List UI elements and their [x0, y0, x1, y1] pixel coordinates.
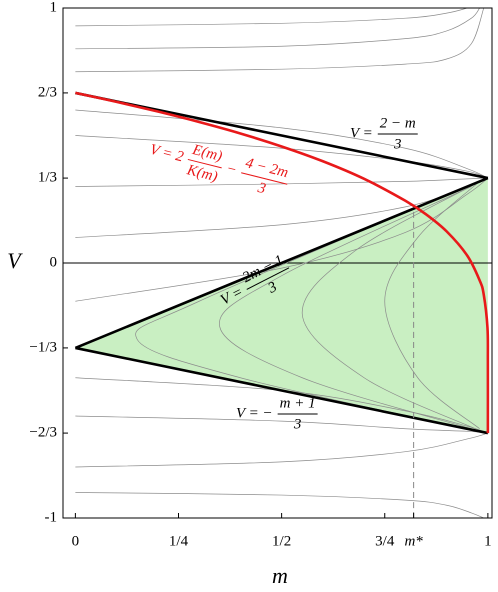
x-axis-label: m: [272, 563, 288, 588]
family-curve: [384, 181, 480, 430]
family-curve: [301, 183, 476, 430]
family-curve: [75, 415, 488, 434]
y-tick-label: −2/3: [29, 425, 57, 441]
family-curve: [75, 377, 488, 434]
family-curve: [75, 177, 488, 187]
x-tick-label: 0: [72, 533, 80, 549]
y-tick-label: 0: [50, 254, 58, 270]
family-curve: [75, 432, 488, 468]
family-curve: [75, 8, 480, 50]
family-curve: [75, 492, 484, 518]
curve: [74, 176, 489, 350]
family-curve: [135, 186, 468, 430]
fraction-bar: [187, 158, 222, 169]
family-curve: [219, 186, 472, 430]
family-curve: [75, 109, 489, 179]
annotation: V = − m + 1 3: [236, 395, 318, 432]
annotation-denominator: 3: [255, 180, 267, 198]
curve: [75, 91, 490, 434]
x-tick-label: 1: [484, 533, 492, 549]
annotation-operator: −: [225, 161, 239, 179]
family-curve: [75, 135, 488, 179]
annotation-numerator: E(m): [190, 142, 224, 165]
curve: [75, 346, 489, 435]
y-tick-label: −1/3: [29, 339, 57, 355]
y-tick-label: -1: [45, 509, 58, 525]
x-tick-label: 1/2: [272, 533, 291, 549]
shaded-region: [75, 178, 488, 434]
annotation-numerator: 4 − 2m: [244, 155, 290, 181]
family-curve: [75, 8, 468, 27]
fraction-bar: [241, 172, 288, 185]
y-tick-label: 1/3: [38, 170, 57, 186]
y-tick-label: 1: [50, 0, 58, 15]
annotation: V = 2 − m 3: [350, 115, 418, 152]
annotation-numerator: m + 1: [280, 395, 316, 411]
annotation-denominator: 3: [293, 416, 302, 432]
annotation-text: V = −: [236, 405, 273, 421]
x-tick-label: 3/4: [375, 533, 395, 549]
annotation-numerator: 2 − m: [380, 115, 416, 131]
y-tick-label: 2/3: [38, 84, 57, 100]
family-curve: [75, 8, 485, 73]
fraction-bar: [246, 267, 290, 290]
annotation-text: V = 2: [148, 142, 185, 166]
annotation-denominator: K(m): [184, 162, 219, 185]
annotation-text: V =: [350, 125, 373, 141]
x-tick-label: m*: [404, 533, 423, 549]
family-curve: [75, 177, 489, 302]
y-axis-label: V: [7, 248, 23, 273]
annotation-denominator: 3: [393, 136, 402, 152]
plot-area: [63, 8, 492, 518]
x-tick-label: 1/4: [169, 533, 189, 549]
